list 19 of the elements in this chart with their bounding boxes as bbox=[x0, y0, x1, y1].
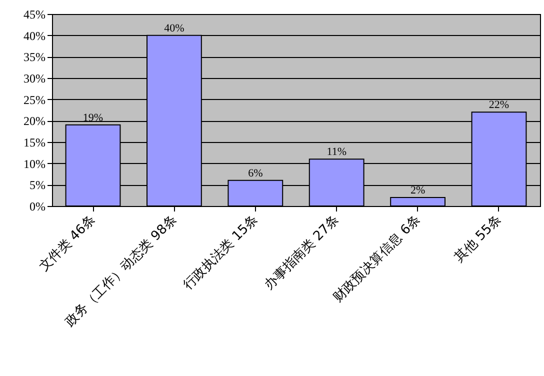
data-label: 11% bbox=[326, 146, 346, 158]
y-tick-label: 45% bbox=[24, 8, 46, 22]
data-label: 40% bbox=[164, 22, 184, 34]
y-tick-label: 15% bbox=[24, 136, 46, 150]
y-tick-label: 40% bbox=[24, 28, 46, 43]
x-tick-label: 行政执法类 15条 bbox=[180, 212, 262, 293]
data-label: 2% bbox=[410, 184, 426, 196]
y-tick-label: 5% bbox=[30, 178, 46, 192]
y-tick-label: 10% bbox=[24, 156, 46, 171]
x-tick-label: 其他 55条 bbox=[452, 212, 505, 266]
data-label: 19% bbox=[82, 112, 104, 124]
y-tick-label: 20% bbox=[24, 114, 46, 128]
y-tick-label: 25% bbox=[24, 92, 46, 107]
y-tick-label: 0% bbox=[30, 200, 46, 214]
data-label: 22% bbox=[488, 99, 510, 112]
y-tick-label: 35% bbox=[24, 50, 46, 64]
y-tick-label: 30% bbox=[24, 72, 46, 86]
data-label: 6% bbox=[248, 167, 263, 180]
x-tick-label: 文件类 46条 bbox=[36, 212, 99, 275]
